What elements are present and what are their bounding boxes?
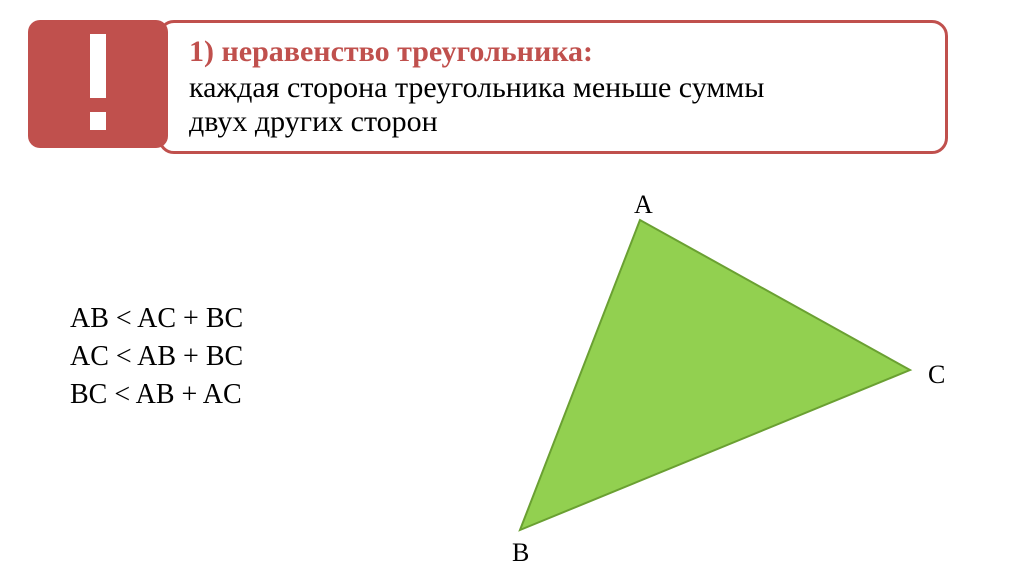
triangle-shape [520,220,910,530]
callout-body: 1) неравенство треугольника: каждая стор… [158,20,948,154]
callout-text-line2: двух других сторон [189,105,921,139]
exclamation-badge [28,20,168,148]
vertex-label-b: B [512,538,529,568]
exclamation-icon [74,34,122,134]
formula-2: AC < AB + BC [70,338,243,376]
callout-title: 1) неравенство треугольника: [189,35,921,69]
triangle-svg [430,190,970,570]
formula-3: BC < AB + AC [70,376,243,414]
vertex-label-c: C [928,360,945,390]
callout-text-line1: каждая сторона треугольника меньше суммы [189,71,921,105]
inequality-formulas: AB < AC + BC AC < AB + BC BC < AB + AC [70,300,243,413]
theorem-callout: 1) неравенство треугольника: каждая стор… [28,20,948,154]
triangle-diagram: A B C [430,190,970,570]
formula-1: AB < AC + BC [70,300,243,338]
vertex-label-a: A [634,190,653,220]
